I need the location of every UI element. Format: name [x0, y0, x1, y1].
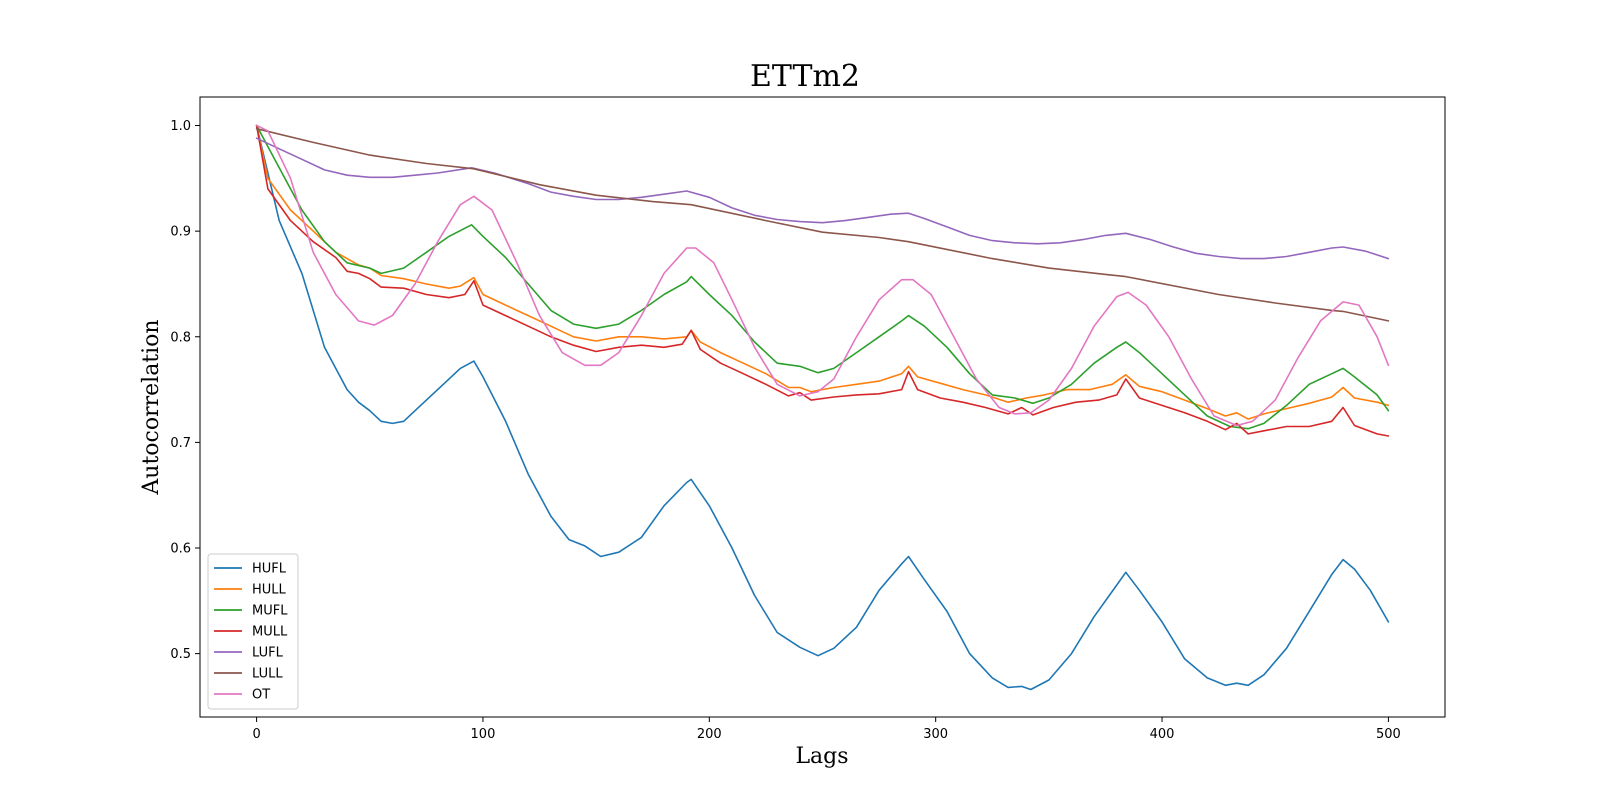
legend-box [207, 553, 299, 710]
y-tick-label: 0.7 [170, 436, 191, 451]
x-tick-label: 300 [923, 727, 948, 742]
y-axis-label: Autocorrelation [139, 319, 164, 495]
x-tick-label: 100 [471, 727, 496, 742]
x-axis-label: Lags [795, 744, 848, 769]
legend-label-mufl: MUFL [252, 604, 288, 619]
plot-frame [199, 96, 1446, 718]
legend-label-hull: HULL [252, 583, 287, 598]
legend-label-lufl: LUFL [252, 646, 284, 661]
y-tick-label: 0.6 [170, 542, 191, 557]
series-line-ot [255, 124, 1390, 427]
legend: HUFL HULL MUFL MULL LUFL LULL OT [207, 553, 299, 710]
series-line-lull [255, 127, 1390, 322]
y-tick-label: 0.8 [170, 330, 191, 345]
series-line-lufl [255, 137, 1390, 260]
series-line-hufl [255, 124, 1390, 691]
series-line-hull [255, 124, 1390, 420]
x-axis: 0 100 200 300 400 500 [252, 717, 1401, 742]
x-tick-label: 0 [252, 727, 260, 742]
y-tick-label: 1.0 [170, 119, 191, 134]
legend-label-lull: LULL [252, 667, 283, 682]
chart-title: ETTm2 [750, 59, 860, 94]
series-line-mull [255, 124, 1390, 437]
legend-label-mull: MULL [252, 625, 288, 640]
x-tick-label: 200 [697, 727, 722, 742]
legend-label-hufl: HUFL [252, 562, 287, 577]
y-axis: 0.5 0.6 0.7 0.8 0.9 1.0 [170, 119, 200, 662]
x-tick-label: 400 [1150, 727, 1175, 742]
series-line-mufl [255, 124, 1390, 430]
y-tick-label: 0.9 [170, 225, 191, 240]
y-tick-label: 0.5 [170, 647, 191, 662]
series-group [255, 124, 1390, 691]
legend-label-ot: OT [252, 688, 270, 703]
x-tick-label: 500 [1376, 727, 1401, 742]
